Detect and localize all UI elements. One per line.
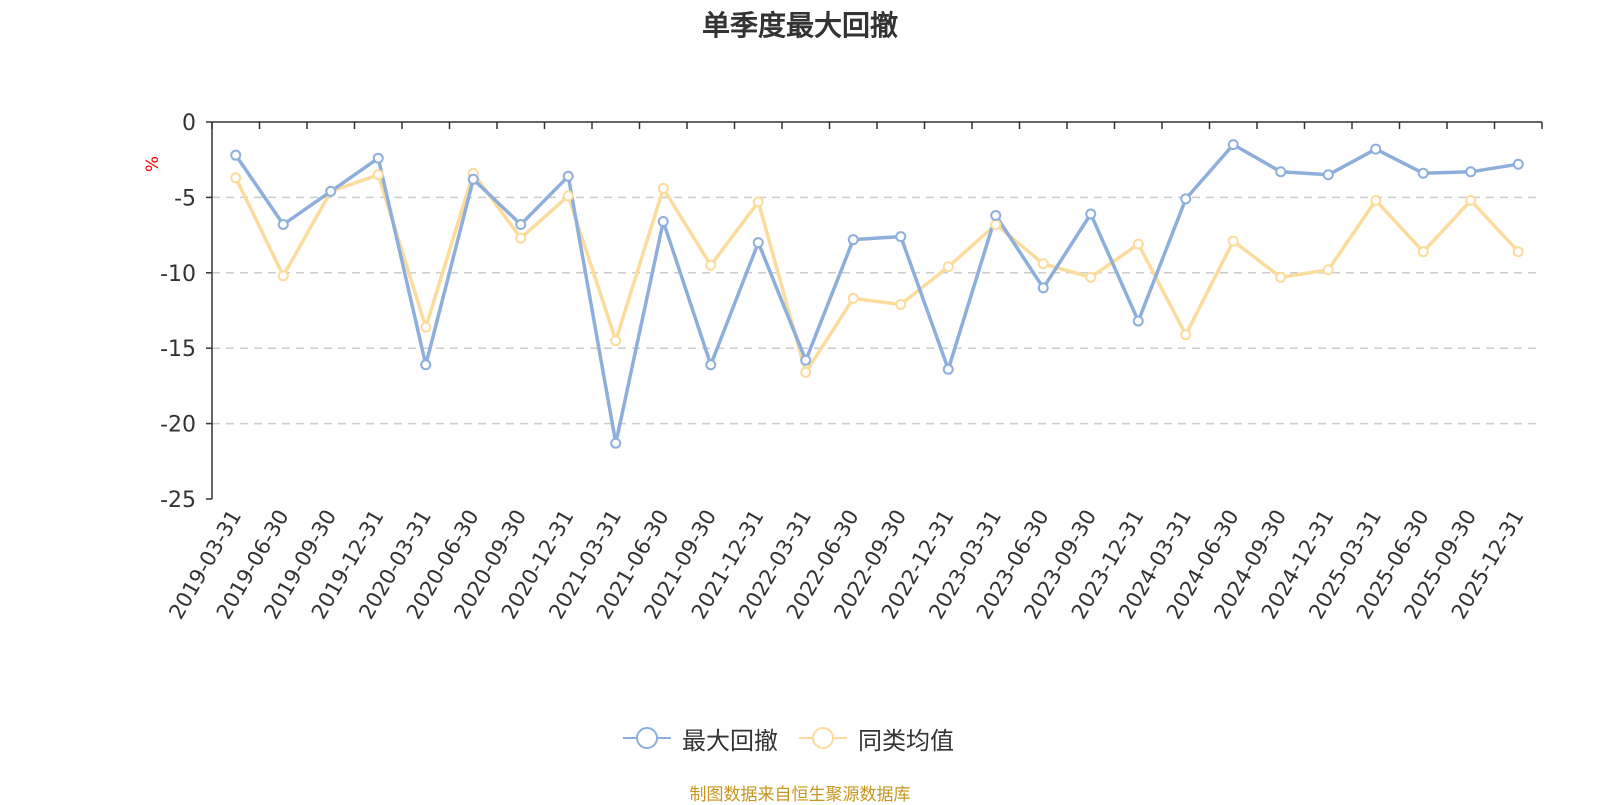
y-tick-label: -15 xyxy=(160,337,196,362)
data-point[interactable] xyxy=(895,298,907,310)
data-point[interactable] xyxy=(752,237,764,249)
data-point[interactable] xyxy=(942,261,954,273)
data-point[interactable] xyxy=(1417,167,1429,179)
data-point[interactable] xyxy=(1465,166,1477,178)
legend-label: 最大回撤 xyxy=(682,726,778,755)
y-tick-label: -25 xyxy=(160,488,196,513)
legend-item-max-drawdown[interactable]: 最大回撤 xyxy=(622,722,778,755)
data-point[interactable] xyxy=(515,232,527,244)
data-point[interactable] xyxy=(562,190,574,202)
data-point[interactable] xyxy=(1417,246,1429,258)
data-point[interactable] xyxy=(277,219,289,231)
y-tick-label: -5 xyxy=(174,186,196,211)
series-lines xyxy=(234,142,1520,445)
data-point[interactable] xyxy=(1465,194,1477,206)
series-line-0 xyxy=(234,142,1519,445)
data-point[interactable] xyxy=(657,216,669,228)
data-point[interactable] xyxy=(800,366,812,378)
data-point[interactable] xyxy=(705,359,717,371)
data-point[interactable] xyxy=(420,359,432,371)
data-point[interactable] xyxy=(230,149,242,161)
y-tick-label: -10 xyxy=(160,262,196,287)
data-point[interactable] xyxy=(1085,208,1097,220)
legend-line-circle-icon xyxy=(799,727,847,749)
data-point[interactable] xyxy=(847,292,859,304)
series-points xyxy=(230,139,1524,449)
data-point[interactable] xyxy=(277,270,289,282)
data-point[interactable] xyxy=(1275,271,1287,283)
data-point[interactable] xyxy=(1512,158,1524,170)
data-point[interactable] xyxy=(562,170,574,182)
data-point[interactable] xyxy=(372,169,384,181)
y-axis-label: % xyxy=(143,156,163,172)
legend-item-peer-average[interactable]: 同类均值 xyxy=(798,722,954,755)
data-point[interactable] xyxy=(1085,271,1097,283)
data-point[interactable] xyxy=(1227,139,1239,151)
y-tick-label: 0 xyxy=(182,111,196,136)
data-point[interactable] xyxy=(1037,282,1049,294)
data-point[interactable] xyxy=(800,354,812,366)
chart-title: 单季度最大回撤 xyxy=(701,9,898,42)
data-point[interactable] xyxy=(1132,238,1144,250)
source-note: 制图数据来自恒生聚源数据库 xyxy=(689,785,911,805)
data-point[interactable] xyxy=(1132,315,1144,327)
data-point[interactable] xyxy=(1322,169,1334,181)
data-point[interactable] xyxy=(467,173,479,185)
gridlines xyxy=(212,196,1542,425)
axes: 0-5-10-15-20-25%2019-03-312019-06-302019… xyxy=(143,111,1543,623)
data-point[interactable] xyxy=(1370,143,1382,155)
data-point[interactable] xyxy=(752,196,764,208)
data-point[interactable] xyxy=(847,234,859,246)
series-line-1 xyxy=(234,171,1520,375)
data-point[interactable] xyxy=(895,231,907,243)
data-point[interactable] xyxy=(1227,235,1239,247)
data-point[interactable] xyxy=(420,321,432,333)
data-point[interactable] xyxy=(1322,264,1334,276)
data-point[interactable] xyxy=(1512,246,1524,258)
data-point[interactable] xyxy=(990,219,1002,231)
data-point[interactable] xyxy=(1180,193,1192,205)
data-point[interactable] xyxy=(1275,166,1287,178)
legend-line-circle-icon xyxy=(623,727,671,749)
data-point[interactable] xyxy=(990,209,1002,221)
data-point[interactable] xyxy=(942,363,954,375)
data-point[interactable] xyxy=(230,172,242,184)
data-point[interactable] xyxy=(1037,258,1049,270)
data-point[interactable] xyxy=(1370,194,1382,206)
data-point[interactable] xyxy=(372,152,384,164)
data-point[interactable] xyxy=(657,182,669,194)
legend-label: 同类均值 xyxy=(858,726,954,755)
data-point[interactable] xyxy=(705,259,717,271)
data-point[interactable] xyxy=(515,219,527,231)
y-tick-label: -20 xyxy=(160,413,196,438)
data-point[interactable] xyxy=(610,437,622,449)
data-point[interactable] xyxy=(1180,329,1192,341)
data-point[interactable] xyxy=(610,335,622,347)
data-point[interactable] xyxy=(325,185,337,197)
